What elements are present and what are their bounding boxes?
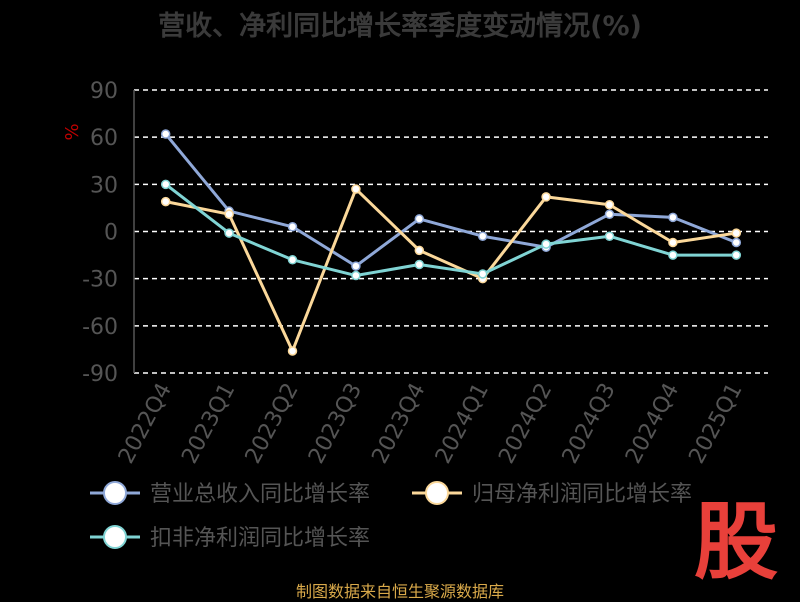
x-tick-label: 2024Q4 (621, 379, 684, 468)
data-point-1 (160, 129, 171, 139)
y-tick-label: -90 (82, 362, 118, 387)
series-line-2 (165, 187, 737, 353)
legend-label: 扣非净利润同比增长率 (150, 526, 370, 551)
data-point-2 (160, 196, 171, 207)
y-tick-label: 30 (90, 173, 118, 198)
data-point-3 (541, 239, 551, 249)
x-tick-label: 2023Q1 (177, 379, 240, 468)
source-note: 制图数据来自恒生聚源数据库 (295, 582, 504, 601)
data-point-2 (541, 192, 551, 202)
data-point-3 (477, 269, 488, 279)
data-point-2 (224, 209, 234, 219)
data-point-2 (731, 228, 742, 238)
y-tick-label: 90 (90, 79, 118, 104)
brand-logo: 股 (686, 496, 786, 588)
data-point-3 (731, 250, 742, 260)
data-point-2 (414, 245, 425, 256)
x-tick-label: 2024Q3 (558, 379, 621, 468)
brand-glyph: 股 (693, 493, 778, 591)
data-point-3 (351, 270, 361, 281)
legend-label: 归母净利润同比增长率 (472, 482, 692, 507)
series-line-3 (164, 183, 737, 278)
data-point-1 (351, 261, 361, 271)
legend-swatch-marker (425, 481, 449, 505)
y-tick-label: 0 (104, 221, 118, 246)
data-point-1 (287, 222, 298, 232)
x-tick-label: 2024Q2 (494, 379, 557, 468)
legend-swatch-marker (103, 481, 127, 505)
data-point-1 (668, 212, 678, 223)
x-tick-label: 2023Q3 (304, 379, 367, 468)
y-axis-unit-label: % (62, 123, 83, 140)
x-tick-label: 2023Q2 (241, 379, 304, 468)
legend-swatch-marker (103, 525, 127, 549)
y-tick-label: -30 (82, 268, 118, 293)
data-point-1 (731, 237, 742, 248)
y-tick-label: -60 (82, 315, 118, 340)
x-tick-label: 2025Q1 (685, 379, 748, 468)
data-point-1 (604, 209, 615, 219)
data-point-2 (604, 200, 615, 210)
x-tick-label: 2022Q4 (114, 379, 177, 468)
legend-label: 营业总收入同比增长率 (150, 482, 370, 507)
data-point-2 (351, 184, 361, 194)
data-point-3 (224, 228, 234, 238)
data-point-2 (668, 237, 678, 248)
y-tick-label: 60 (90, 126, 118, 151)
data-point-3 (604, 231, 615, 241)
x-tick-label: 2024Q1 (431, 379, 494, 468)
data-point-3 (668, 250, 678, 260)
data-point-3 (414, 259, 425, 270)
data-point-2 (287, 346, 298, 356)
data-point-3 (287, 255, 298, 265)
chart-title: 营收、净利同比增长率季度变动情况(%) (158, 11, 642, 42)
data-point-3 (160, 179, 171, 190)
data-point-1 (477, 231, 488, 241)
x-tick-label: 2023Q4 (368, 379, 431, 468)
data-point-1 (414, 214, 425, 224)
series-line-1 (164, 133, 737, 268)
